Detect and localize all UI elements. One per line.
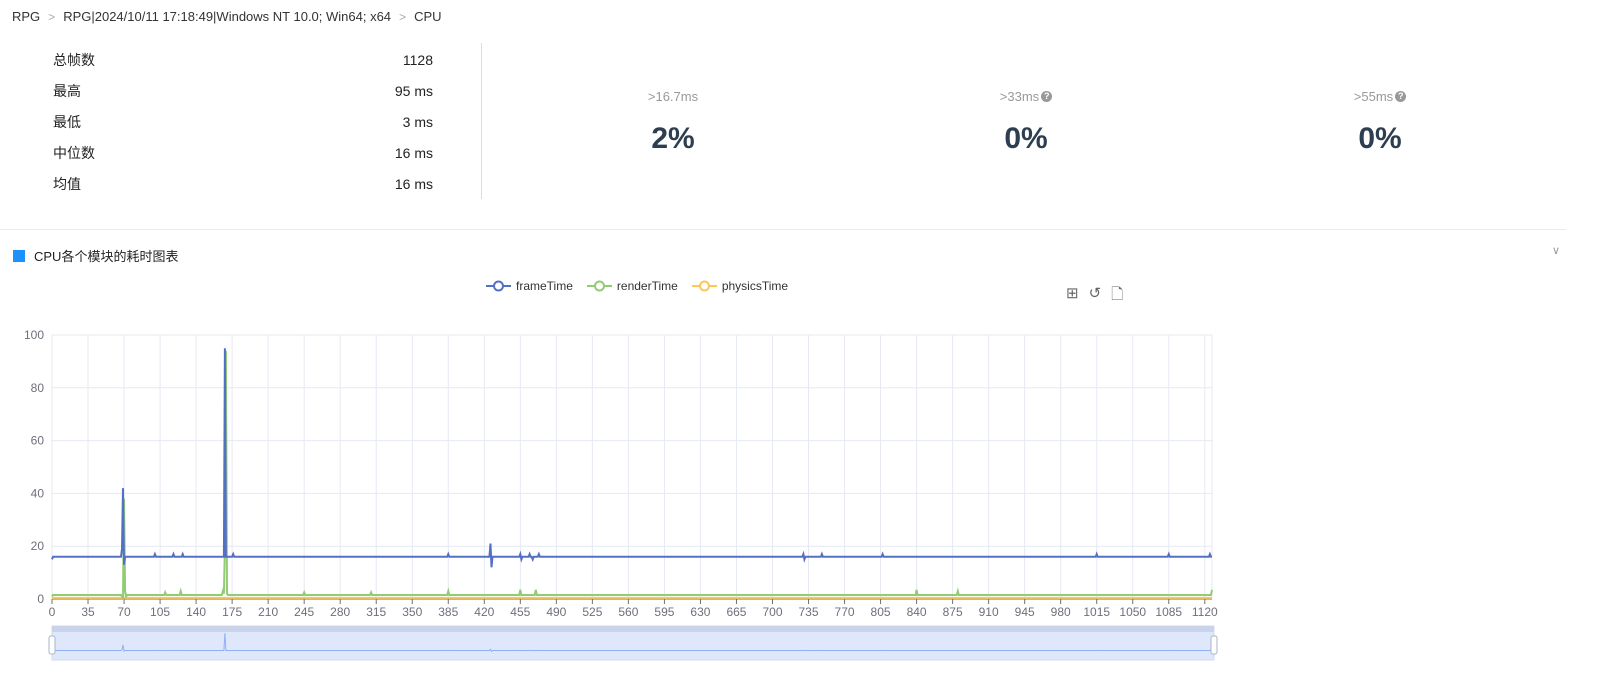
metric-over-55ms: >55ms? 0% — [1280, 88, 1480, 156]
x-tick-label: 770 — [835, 605, 855, 619]
x-tick-label: 35 — [81, 605, 95, 619]
stat-label: 最高 — [53, 82, 81, 99]
y-tick-label: 60 — [31, 434, 45, 448]
x-tick-label: 1085 — [1155, 605, 1182, 619]
x-tick-label: 280 — [330, 605, 350, 619]
x-tick-label: 140 — [186, 605, 206, 619]
legend-item-physicstime[interactable]: physicsTime — [691, 279, 789, 293]
y-tick-label: 80 — [31, 381, 45, 395]
y-tick-label: 40 — [31, 486, 45, 500]
x-tick-label: 1015 — [1083, 605, 1110, 619]
data-zoom-preview-line — [51, 633, 1212, 653]
metric-label: >16.7ms — [647, 89, 699, 104]
x-tick-label: 210 — [258, 605, 278, 619]
chart-legend: frameTime renderTime physicsTime — [486, 279, 788, 293]
y-tick-label: 0 — [37, 592, 44, 606]
stat-value: 1128 — [402, 51, 433, 68]
stat-label: 总帧数 — [53, 51, 95, 68]
divider — [0, 229, 1566, 230]
x-tick-label: 630 — [690, 605, 710, 619]
section-title: CPU各个模块的耗时图表 — [34, 249, 179, 264]
breadcrumb-item[interactable]: RPG — [12, 9, 41, 24]
stat-label: 均值 — [53, 175, 81, 192]
x-tick-label: 700 — [762, 605, 782, 619]
metric-over-16ms: >16.7ms 2% — [573, 88, 773, 156]
legend-label: renderTime — [616, 279, 678, 293]
data-zoom-move-handle[interactable] — [52, 626, 1214, 632]
stat-row: 均值 16 ms — [53, 168, 433, 199]
x-tick-label: 980 — [1051, 605, 1071, 619]
metric-value: 0% — [1004, 122, 1048, 155]
help-icon[interactable]: ? — [1041, 91, 1053, 102]
x-tick-label: 735 — [799, 605, 819, 619]
metric-label: >55ms — [1353, 89, 1394, 104]
x-tick-label: 70 — [117, 605, 131, 619]
x-tick-label: 910 — [979, 605, 999, 619]
x-tick-label: 595 — [654, 605, 674, 619]
stat-value: 16 ms — [394, 144, 433, 161]
x-tick-label: 525 — [582, 605, 602, 619]
metric-value: 2% — [651, 122, 695, 155]
x-tick-label: 805 — [871, 605, 891, 619]
chevron-right-icon: > — [399, 9, 407, 24]
metric-label: >33ms — [999, 89, 1040, 104]
zoom-reset-icon[interactable]: ↺ — [1088, 285, 1102, 302]
x-tick-label: 420 — [474, 605, 494, 619]
section-marker — [13, 249, 25, 262]
x-tick-label: 350 — [402, 605, 422, 619]
stat-row: 中位数 16 ms — [53, 137, 433, 168]
x-tick-label: 665 — [726, 605, 746, 619]
x-tick-label: 875 — [943, 605, 963, 619]
stat-value: 3 ms — [402, 113, 433, 130]
breadcrumb: RPG > RPG|2024/10/11 17:18:49|Windows NT … — [12, 9, 442, 24]
stat-row: 最高 95 ms — [53, 75, 433, 106]
data-view-icon[interactable]: 🗋 — [1111, 286, 1124, 303]
x-tick-label: 315 — [366, 605, 386, 619]
y-tick-label: 100 — [24, 328, 44, 342]
help-icon[interactable]: ? — [1395, 91, 1407, 102]
stat-label: 最低 — [53, 113, 81, 130]
x-tick-label: 1050 — [1119, 605, 1146, 619]
x-tick-label: 245 — [294, 605, 314, 619]
chevron-right-icon: > — [48, 9, 56, 24]
chevron-down-icon[interactable]: ∨ — [1552, 245, 1561, 257]
x-tick-label: 455 — [510, 605, 530, 619]
breadcrumb-item[interactable]: RPG|2024/10/11 17:18:49|Windows NT 10.0;… — [63, 9, 392, 24]
stat-row: 最低 3 ms — [53, 106, 433, 137]
legend-item-frametime[interactable]: frameTime — [486, 279, 573, 293]
legend-label: frameTime — [516, 279, 573, 293]
metric-value: 0% — [1358, 122, 1402, 155]
y-tick-label: 20 — [31, 539, 45, 553]
stat-label: 中位数 — [53, 144, 95, 161]
legend-item-rendertime[interactable]: renderTime — [586, 279, 678, 293]
divider — [481, 43, 482, 199]
series-line-renderTime — [51, 350, 1213, 601]
x-tick-label: 560 — [618, 605, 638, 619]
stat-value: 16 ms — [394, 175, 433, 192]
x-tick-label: 385 — [438, 605, 458, 619]
zoom-icon[interactable]: ⊞ — [1066, 285, 1079, 302]
series-line-frameTime — [51, 348, 1212, 568]
metric-over-33ms: >33ms? 0% — [926, 88, 1126, 156]
x-tick-label: 105 — [150, 605, 170, 619]
stat-row: 总帧数 1128 — [53, 44, 433, 75]
x-tick-label: 1120 — [1192, 605, 1218, 619]
data-zoom-handle[interactable] — [48, 635, 56, 655]
chart-toolbox: ⊞ ↺ 🗋 — [1066, 284, 1123, 309]
x-tick-label: 175 — [222, 605, 242, 619]
section-header: CPU各个模块的耗时图表 — [13, 246, 178, 265]
x-tick-label: 0 — [49, 605, 56, 619]
x-tick-label: 490 — [546, 605, 566, 619]
stat-value: 95 ms — [394, 82, 433, 99]
frame-stats: 总帧数 1128 最高 95 ms 最低 3 ms 中位数 16 ms 均值 16 ms — [53, 44, 433, 199]
x-tick-label: 840 — [907, 605, 927, 619]
data-zoom-handle[interactable] — [1210, 635, 1218, 655]
breadcrumb-current: CPU — [414, 9, 442, 24]
x-tick-label: 945 — [1015, 605, 1035, 619]
legend-label: physicsTime — [721, 279, 789, 293]
